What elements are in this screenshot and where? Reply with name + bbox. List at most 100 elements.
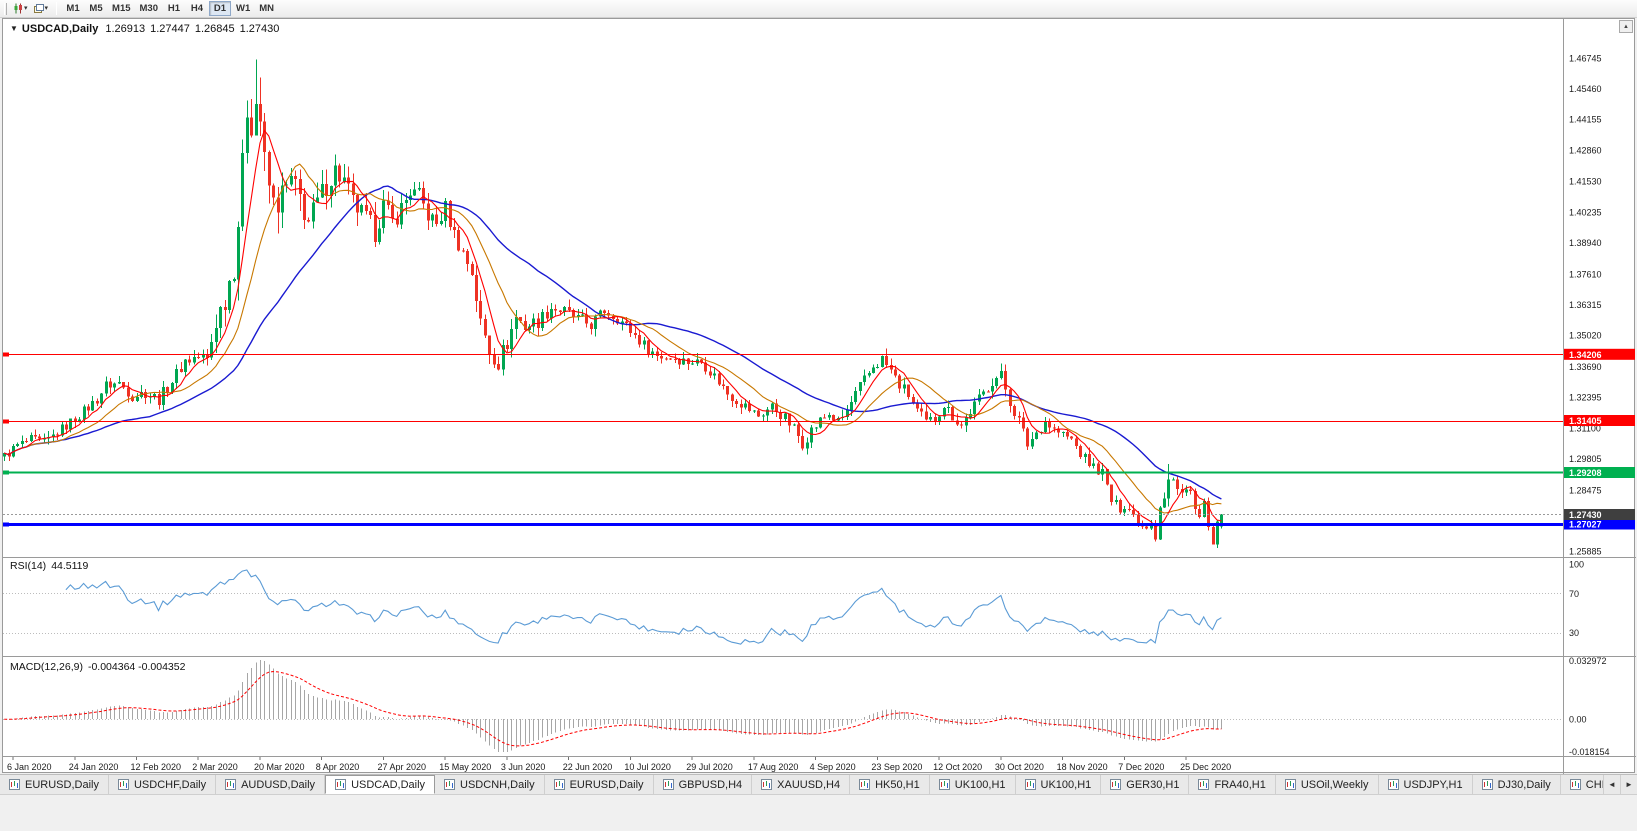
price-axis-label: 1.28475 <box>1569 485 1602 495</box>
chart-title: ▼ USDCAD,Daily 1.26913 1.27447 1.26845 1.2743… <box>10 23 284 35</box>
svg-text:1.34206: 1.34206 <box>1569 350 1602 360</box>
date-axis-label: 30 Oct 2020 <box>995 762 1044 772</box>
chart-tab-eurusd-daily[interactable]: EURUSD,Daily <box>544 775 654 794</box>
rsi-line <box>65 569 1222 645</box>
chart-tab-icon <box>1481 779 1493 790</box>
chart-tab-icon <box>938 779 950 790</box>
hline-handle[interactable] <box>3 522 9 527</box>
chart-canvas[interactable]: 1.46745 1.45460 1.44155 1.42860 1.41530 1.402… <box>3 19 1636 774</box>
timeframe-button-h4[interactable]: H4 <box>190 3 204 14</box>
price-axis-label: 1.42860 <box>1569 145 1602 155</box>
chart-tab-usdchf-daily[interactable]: USDCHF,Daily <box>108 775 217 794</box>
horizontal-lines-layer[interactable] <box>3 352 1563 527</box>
date-axis-label: 10 Jul 2020 <box>624 762 671 772</box>
svg-text:1.29208: 1.29208 <box>1569 468 1602 478</box>
date-axis-label: 24 Jan 2020 <box>69 762 119 772</box>
chart-tab-bar: EURUSD,Daily USDCHF,Daily AUDUSD,Daily USDC… <box>0 774 1637 795</box>
chart-tab-label: USOil,Weekly <box>1300 778 1369 791</box>
timeframe-button-d1[interactable]: D1 <box>209 1 231 16</box>
rsi-panel: 100 70 30 <box>3 560 1584 645</box>
chart-menu-icon[interactable]: ▼ <box>10 24 18 33</box>
chart-tab-fra40-h1[interactable]: FRA40,H1 <box>1189 775 1276 794</box>
price-axis-label: 1.31100 <box>1569 423 1601 433</box>
date-axis-label: 8 Apr 2020 <box>316 762 360 772</box>
tabs-scroll-right-button[interactable]: ► <box>1620 775 1637 794</box>
toolbar-grip[interactable] <box>4 2 7 15</box>
price-axis-label: 1.35020 <box>1569 331 1602 341</box>
price-axis-label: 1.32395 <box>1569 393 1602 403</box>
chart-tab-label: CHINA300,H1 <box>1585 778 1603 791</box>
chart-tab-usoil-weekly[interactable]: USOil,Weekly <box>1275 775 1379 794</box>
chart-tab-hk50-h1[interactable]: HK50,H1 <box>850 775 930 794</box>
date-axis-label: 7 Dec 2020 <box>1118 762 1164 772</box>
chart-tab-usdcnh-daily[interactable]: USDCNH,Daily <box>435 775 545 794</box>
date-axis-label: 12 Feb 2020 <box>131 762 182 772</box>
chart-tab-icon <box>225 779 237 790</box>
macd-histogram <box>9 660 1222 752</box>
chart-tab-label: EURUSD,Daily <box>25 778 99 791</box>
chart-tab-usdcad-daily[interactable]: USDCAD,Daily <box>325 775 436 794</box>
rsi-scale-label: 100 <box>1569 560 1584 570</box>
svg-text:1.27430: 1.27430 <box>1569 510 1602 520</box>
date-axis-label: 4 Sep 2020 <box>810 762 856 772</box>
hline-handle[interactable] <box>3 470 9 475</box>
chart-tab-icon <box>117 779 129 790</box>
chart-tab-icon <box>1387 779 1399 790</box>
price-axis-label: 1.37610 <box>1569 269 1602 279</box>
timeframe-button-h1[interactable]: H1 <box>167 3 181 14</box>
price-axis-label: 1.45460 <box>1569 84 1602 94</box>
macd-indicator-label: MACD(12,26,9) -0.004364 -0.004352 <box>10 661 190 673</box>
chart-tab-label: UK100,H1 <box>1040 778 1092 791</box>
chart-tab-uk100-h1[interactable]: UK100,H1 <box>929 775 1016 794</box>
macd-signal-line <box>4 670 1222 747</box>
scroll-right-icon: ► <box>1625 780 1633 789</box>
chart-tab-icon <box>9 779 20 790</box>
date-axis-label: 12 Oct 2020 <box>933 762 982 772</box>
chart-scroll-up-button[interactable]: ▲ <box>1619 20 1633 33</box>
chart-tab-label: AUDUSD,Daily <box>241 778 316 791</box>
tabs-scroll-left-button[interactable]: ◄ <box>1603 775 1620 794</box>
timeframe-button-m15[interactable]: M15 <box>112 3 131 14</box>
ma-orange-line <box>4 163 1222 514</box>
chart-symbol-label: USDCAD,Daily <box>21 23 99 35</box>
hline-handle[interactable] <box>3 419 9 424</box>
rsi-name: RSI(14) <box>10 560 47 572</box>
chart-tab-label: EURUSD,Daily <box>569 778 644 791</box>
chart-window: 1.46745 1.45460 1.44155 1.42860 1.41530 1.402… <box>2 18 1636 774</box>
chart-tab-ger30-h1[interactable]: GER30,H1 <box>1101 775 1190 794</box>
timeframe-button-m1[interactable]: M1 <box>66 3 80 14</box>
chart-tab-china300-h1[interactable]: CHINA300,H1 <box>1560 775 1603 794</box>
price-axis-label: 1.25885 <box>1569 547 1602 557</box>
macd-panel: 0.032972 0.00 -0.018154 <box>3 656 1610 757</box>
toolbar-separator <box>56 2 58 15</box>
chart-tab-label: GBPUSD,H4 <box>678 778 743 791</box>
hline-price-tag <box>1564 518 1635 530</box>
chart-tab-eurusd-daily[interactable]: EURUSD,Daily <box>0 775 109 794</box>
timeframe-button-m5[interactable]: M5 <box>89 3 103 14</box>
date-axis-label: 27 Apr 2020 <box>378 762 427 772</box>
timeframe-button-m30[interactable]: M30 <box>139 3 158 14</box>
chart-tab-uk100-h1[interactable]: UK100,H1 <box>1015 775 1102 794</box>
rsi-scale-label: 70 <box>1569 589 1579 599</box>
chart-tab-label: XAUUSD,H4 <box>777 778 841 791</box>
timeframe-button-mn[interactable]: MN <box>259 3 275 14</box>
chart-tab-gbpusd-h4[interactable]: GBPUSD,H4 <box>653 775 753 794</box>
new-chart-button[interactable]: ▾ <box>11 1 31 16</box>
price-axis-label: 1.44155 <box>1569 115 1602 125</box>
status-area <box>0 796 1637 831</box>
chart-profiles-button[interactable]: ▾ <box>31 1 52 16</box>
chart-tab-usdjpy-h1[interactable]: USDJPY,H1 <box>1378 775 1473 794</box>
chart-tab-label: USDCHF,Daily <box>133 778 207 791</box>
caret-down-icon: ▾ <box>24 5 28 12</box>
hline-handle[interactable] <box>3 352 9 357</box>
date-axis[interactable]: 6 Jan 2020 24 Jan 2020 12 Feb 2020 2 Mar 20… <box>7 757 1231 772</box>
rsi-scale-label: 30 <box>1569 628 1579 638</box>
chart-tab-icon <box>1024 779 1036 790</box>
chart-tab-icon <box>444 779 456 790</box>
price-axis[interactable]: 1.46745 1.45460 1.44155 1.42860 1.41530 1.402… <box>1563 19 1602 774</box>
timeframe-button-w1[interactable]: W1 <box>236 3 251 14</box>
chart-tab-dj30-daily[interactable]: DJ30,Daily <box>1472 775 1561 794</box>
macd-scale-top: 0.032972 <box>1569 656 1607 666</box>
chart-tab-audusd-daily[interactable]: AUDUSD,Daily <box>216 775 326 794</box>
chart-tab-xauusd-h4[interactable]: XAUUSD,H4 <box>752 775 851 794</box>
